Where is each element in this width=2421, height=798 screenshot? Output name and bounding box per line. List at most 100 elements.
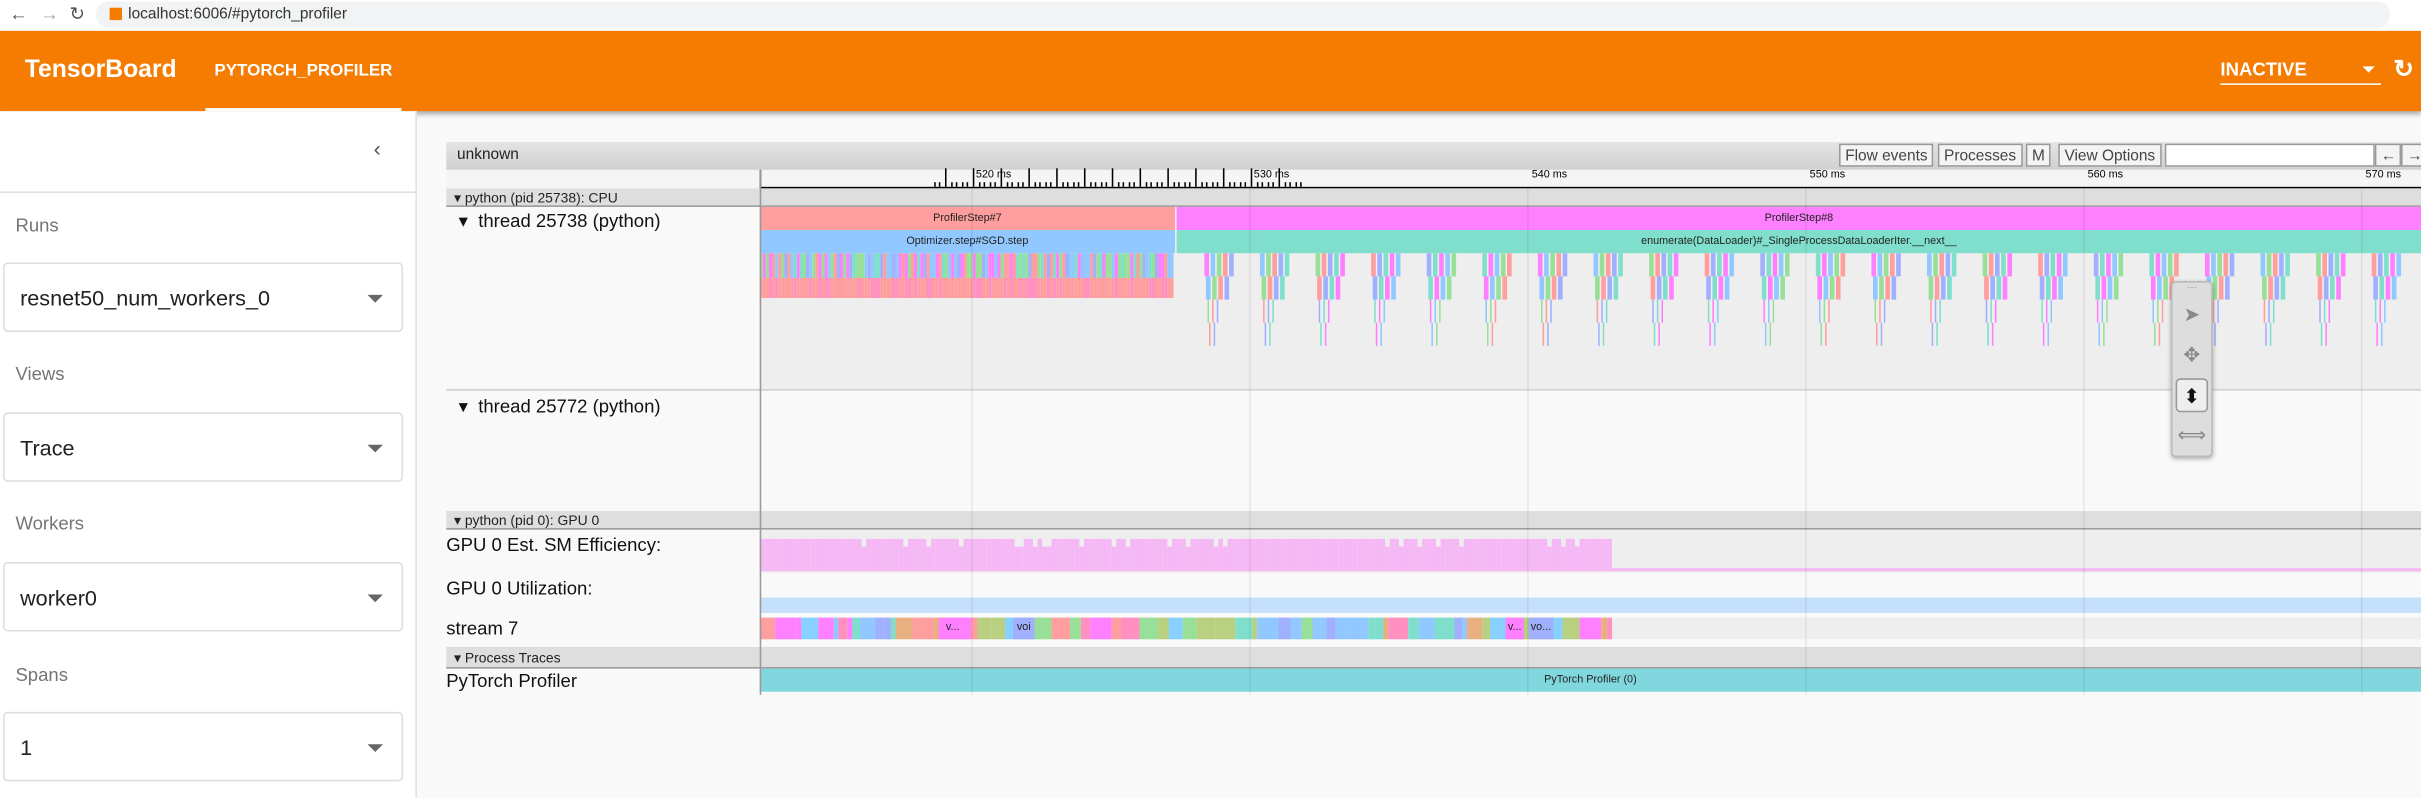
cpu-op-event[interactable] [904, 253, 908, 278]
cpu-op-event[interactable] [1598, 322, 1600, 346]
cpu-op-event[interactable] [2376, 322, 2378, 346]
sm-efficiency-bar[interactable] [1241, 538, 1246, 572]
process-header-cpu[interactable]: ▾ python (pid 25738): CPU [446, 188, 2421, 207]
cpu-op-event[interactable] [2323, 276, 2329, 300]
gpu-kernel-event[interactable] [1419, 617, 1435, 640]
cpu-op-event[interactable] [768, 253, 773, 278]
cpu-op-event[interactable] [951, 277, 955, 299]
cpu-op-event[interactable] [1037, 277, 1041, 299]
cpu-op-event[interactable] [1599, 253, 1605, 277]
cpu-op-event[interactable] [1334, 253, 1339, 277]
sm-efficiency-bar[interactable] [954, 538, 959, 572]
cpu-op-event[interactable] [2052, 276, 2057, 300]
sm-efficiency-bar[interactable] [1009, 538, 1014, 572]
view-options-button[interactable]: View Options [2058, 143, 2162, 167]
gpu-kernel-event[interactable] [1490, 617, 1508, 640]
sm-efficiency-bar[interactable] [1130, 538, 1135, 572]
cpu-op-event[interactable] [870, 277, 874, 299]
cpu-op-event[interactable] [1656, 299, 1659, 323]
cpu-op-event[interactable] [1712, 276, 1718, 300]
cpu-op-event[interactable] [886, 277, 890, 299]
cpu-op-event[interactable] [1266, 253, 1271, 277]
cpu-op-event[interactable] [1154, 277, 1159, 299]
cpu-op-event[interactable] [1710, 253, 1716, 277]
sm-efficiency-bar[interactable] [1213, 546, 1218, 572]
cpu-op-event[interactable] [2328, 253, 2334, 277]
cpu-op-event[interactable] [2106, 299, 2108, 323]
cpu-op-event[interactable] [1019, 253, 1023, 278]
cpu-op-event[interactable] [1006, 277, 1010, 299]
sm-efficiency-bar[interactable] [801, 538, 806, 572]
sm-efficiency-bar[interactable] [1171, 538, 1176, 572]
cpu-op-event[interactable] [765, 277, 769, 299]
cpu-op-event[interactable] [809, 253, 813, 278]
cpu-op-event[interactable] [1378, 276, 1384, 300]
cpu-op-event[interactable] [1324, 322, 1327, 346]
cpu-op-event[interactable] [1729, 253, 1735, 277]
cpu-op-event[interactable] [2391, 276, 2397, 300]
sm-efficiency-bar[interactable] [1083, 538, 1088, 572]
cpu-op-event[interactable] [836, 277, 840, 299]
cpu-op-event[interactable] [1539, 276, 1545, 300]
address-bar[interactable]: localhost:6006/#pytorch_profiler [95, 1, 2391, 28]
cpu-op-event[interactable] [1117, 253, 1122, 278]
cpu-op-event[interactable] [960, 277, 964, 299]
enumerate-dataloader-event[interactable]: enumerate(DataLoader)#_SingleProcessData… [1176, 230, 2421, 254]
cpu-op-event[interactable] [892, 253, 896, 278]
cpu-op-event[interactable] [1891, 276, 1897, 300]
cpu-op-event[interactable] [1170, 277, 1174, 299]
cpu-op-event[interactable] [988, 253, 992, 278]
cpu-op-event[interactable] [926, 277, 930, 299]
cpu-op-event[interactable] [2103, 322, 2105, 346]
cpu-op-event[interactable] [2272, 253, 2278, 277]
cpu-op-event[interactable] [1883, 253, 1889, 277]
cpu-op-event[interactable] [2390, 253, 2395, 277]
gpu-kernel-event[interactable] [1601, 617, 1608, 640]
cpu-op-event[interactable] [1601, 276, 1606, 300]
cpu-op-event[interactable] [1556, 253, 1562, 277]
sm-efficiency-bar[interactable] [1125, 546, 1130, 572]
sm-efficiency-bar[interactable] [1385, 546, 1389, 572]
cpu-op-event[interactable] [775, 253, 779, 278]
cpu-op-event[interactable] [1772, 253, 1778, 277]
cpu-op-event[interactable] [1130, 277, 1134, 299]
sm-efficiency-bar[interactable] [1357, 538, 1362, 572]
cpu-op-event[interactable] [1496, 276, 1501, 300]
cpu-op-event[interactable] [1383, 299, 1386, 323]
cpu-op-event[interactable] [1161, 277, 1165, 299]
sm-efficiency-bar[interactable] [1222, 546, 1227, 572]
cpu-op-event[interactable] [1440, 276, 1446, 300]
cpu-op-event[interactable] [1136, 277, 1140, 299]
cpu-op-event[interactable] [2211, 253, 2216, 277]
cpu-op-event[interactable] [1673, 253, 1679, 277]
sm-efficiency-bar[interactable] [1380, 538, 1385, 572]
sm-efficiency-bar[interactable] [1116, 538, 1121, 572]
status-select[interactable]: INACTIVE [2220, 59, 2382, 85]
cpu-op-event[interactable] [1547, 322, 1549, 346]
cpu-op-event[interactable] [2039, 276, 2045, 300]
cpu-op-event[interactable] [1205, 276, 1211, 300]
cpu-op-event[interactable] [914, 253, 918, 278]
sm-efficiency-bar[interactable] [1482, 538, 1487, 572]
cpu-op-event[interactable] [1880, 322, 1883, 346]
cpu-op-event[interactable] [1490, 299, 1492, 323]
sm-efficiency-bar[interactable] [1320, 538, 1325, 572]
cpu-op-event[interactable] [1712, 299, 1714, 323]
cpu-op-event[interactable] [867, 277, 871, 299]
cpu-op-event[interactable] [2050, 253, 2056, 277]
cpu-op-event[interactable] [1767, 299, 1770, 323]
cpu-op-event[interactable] [2384, 299, 2386, 323]
cpu-op-event[interactable] [1102, 277, 1106, 299]
gpu-kernel-event[interactable] [1301, 617, 1313, 640]
cpu-op-event[interactable] [1545, 299, 1548, 323]
sm-efficiency-bar[interactable] [810, 538, 815, 572]
cpu-op-event[interactable] [1709, 322, 1711, 346]
cpu-op-event[interactable] [852, 277, 856, 299]
cpu-op-event[interactable] [2263, 299, 2266, 323]
cpu-op-event[interactable] [929, 277, 933, 299]
cpu-op-event[interactable] [1876, 322, 1878, 346]
cpu-op-event[interactable] [1062, 277, 1066, 299]
cpu-op-event[interactable] [1482, 253, 1487, 277]
sm-efficiency-bar[interactable] [1468, 538, 1473, 572]
cpu-op-event[interactable] [1124, 253, 1128, 278]
